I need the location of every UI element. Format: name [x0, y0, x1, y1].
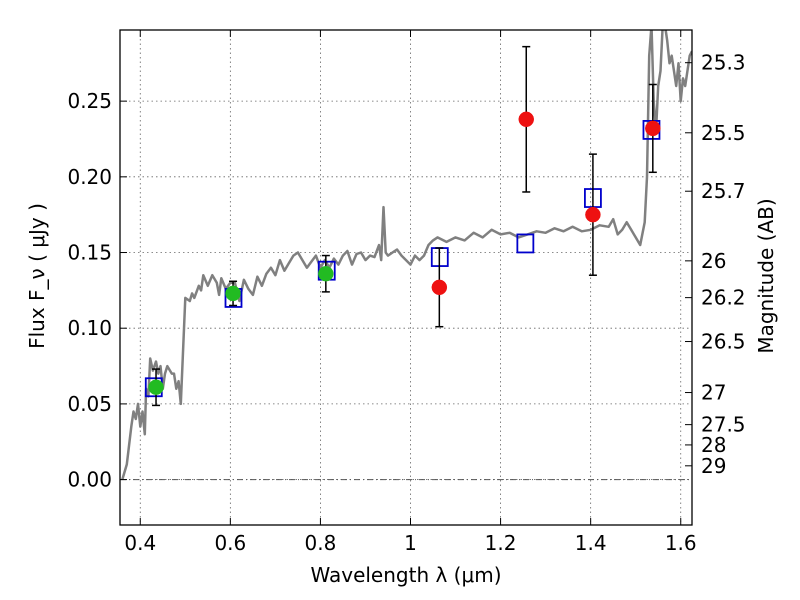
- model-photometry-square: [516, 233, 535, 254]
- x-tick-label: 0.8: [305, 531, 337, 555]
- observed-flux-point: [225, 285, 241, 302]
- observed-flux-point: [148, 379, 164, 395]
- observed-flux-point: [318, 265, 334, 282]
- observed-flux-point: [518, 111, 535, 128]
- y-tick-label: 0.00: [67, 468, 112, 492]
- y-axis-label: Flux F_ν ( μJy ): [25, 203, 49, 349]
- sed-model-line: [121, 30, 692, 480]
- y-tick-label: 0.10: [67, 316, 112, 340]
- y-tick-label: 0.20: [67, 165, 112, 189]
- mag-tick-label: 25.5: [701, 121, 746, 145]
- magnitude-axis-label: Magnitude (AB): [754, 198, 778, 353]
- data-points: [144, 45, 661, 407]
- x-tick-label: 1.2: [485, 531, 517, 555]
- x-axis-label: Wavelength λ (μm): [310, 563, 501, 587]
- grid-lines: [120, 30, 692, 525]
- axis-ticks: 0.4 0.6 0.8 1 1.2 1.4 1.6 0.00 0.05 0.10 0.15 0.20 0…: [67, 30, 746, 555]
- mag-tick-label: 26.2: [701, 286, 746, 310]
- y-tick-label: 0.05: [67, 392, 112, 416]
- mag-tick-label: 27.5: [701, 413, 746, 437]
- x-tick-label: 0.4: [124, 531, 156, 555]
- mag-tick-label: 29: [701, 454, 726, 478]
- y-tick-label: 0.25: [67, 89, 112, 113]
- observed-flux-point: [431, 279, 448, 296]
- mag-tick-label: 25.7: [701, 179, 746, 203]
- sed-line-layer: [121, 30, 692, 480]
- x-tick-label: 1: [404, 531, 417, 555]
- observed-flux-point: [585, 206, 601, 223]
- x-tick-label: 0.6: [214, 531, 246, 555]
- y-tick-label: 0.15: [67, 241, 112, 265]
- mag-tick-label: 27: [701, 381, 726, 405]
- plot-frame: [119, 29, 693, 526]
- x-tick-label: 1.4: [575, 531, 607, 555]
- mag-tick-label: 28: [701, 433, 726, 457]
- x-tick-label: 1.6: [665, 531, 697, 555]
- mag-tick-label: 26: [701, 249, 726, 273]
- observed-flux-point: [645, 120, 661, 137]
- mag-tick-label: 25.3: [701, 51, 746, 75]
- mag-tick-label: 26.5: [701, 330, 746, 354]
